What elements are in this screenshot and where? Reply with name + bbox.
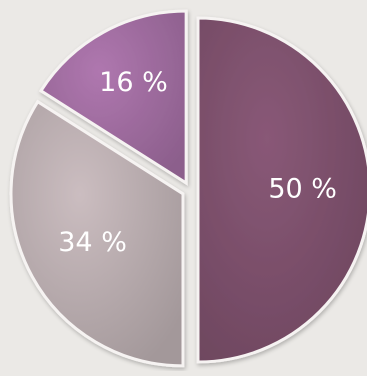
pie-slice-label: 50 % bbox=[268, 174, 337, 205]
pie-labels: 50 % 34 % 16 % bbox=[58, 67, 337, 258]
pie-slice-label: 16 % bbox=[99, 67, 168, 98]
pie-slice-label: 34 % bbox=[58, 227, 127, 258]
pie-slice-34 bbox=[9, 99, 185, 368]
pie-slice-16 bbox=[38, 9, 188, 186]
pie-slice-50 bbox=[196, 16, 367, 364]
pie-slices bbox=[9, 9, 367, 368]
